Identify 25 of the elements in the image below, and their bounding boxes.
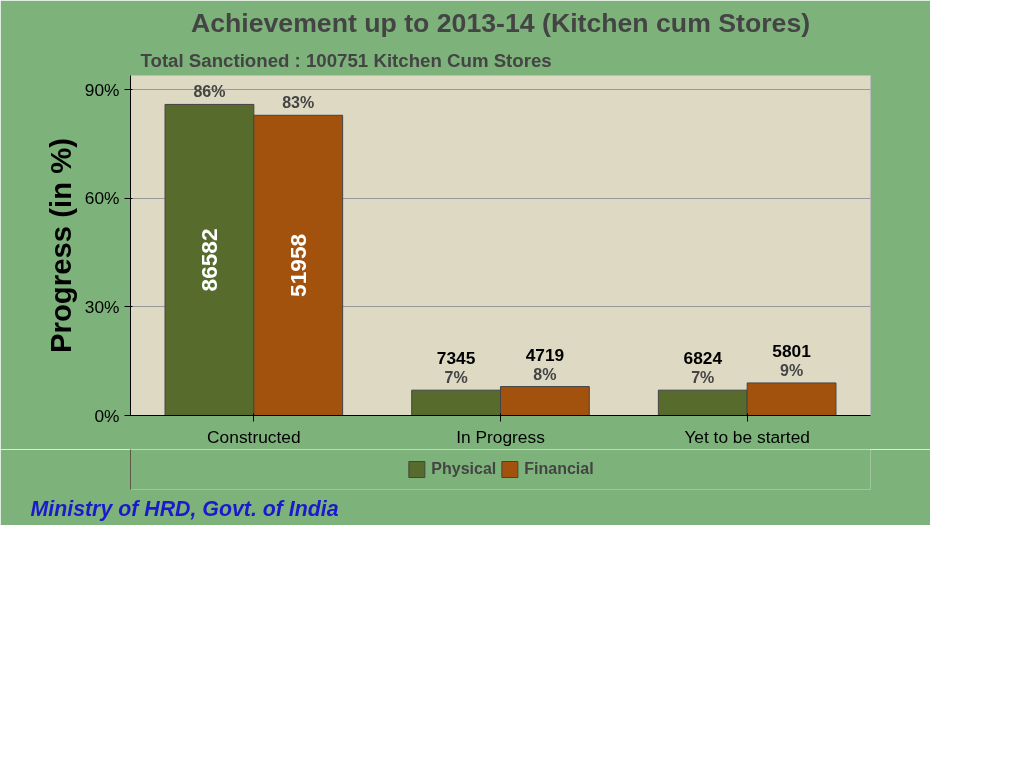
- data-label: 9%: [780, 361, 804, 379]
- legend-label: Financial: [524, 460, 594, 478]
- annotation: 6824: [683, 348, 723, 369]
- y-axis-title: Progress (in %): [43, 137, 77, 354]
- data-label: 83%: [282, 94, 315, 112]
- x-tick-label: In Progress: [456, 426, 546, 447]
- x-tick-label: Yet to be started: [684, 426, 810, 447]
- y-tick-label: 60%: [84, 188, 120, 209]
- data-label: 7%: [691, 369, 715, 387]
- x-tick-label: Constructed: [207, 426, 301, 447]
- annotation: 7345: [436, 348, 476, 369]
- annotation: 4719: [525, 344, 565, 365]
- annotation: 51958: [284, 233, 311, 297]
- data-label: 86%: [193, 83, 226, 101]
- data-label: 8%: [533, 365, 557, 383]
- chart-title: Achievement up to 2013-14 (Kitchen cum Stores): [190, 7, 811, 38]
- data-label: 7%: [444, 369, 468, 387]
- legend-label: Physical: [431, 460, 497, 478]
- y-tick-label: 90%: [84, 79, 120, 100]
- chart-subtitle: Total Sanctioned : 100751 Kitchen Cum Stores: [140, 49, 552, 71]
- annotation: 86582: [195, 228, 222, 292]
- y-tick-label: 0%: [94, 405, 120, 426]
- y-tick-label: 30%: [84, 296, 120, 317]
- text: Ministry of HRD, Govt. of India: [30, 496, 339, 521]
- annotation: 5801: [772, 340, 812, 361]
